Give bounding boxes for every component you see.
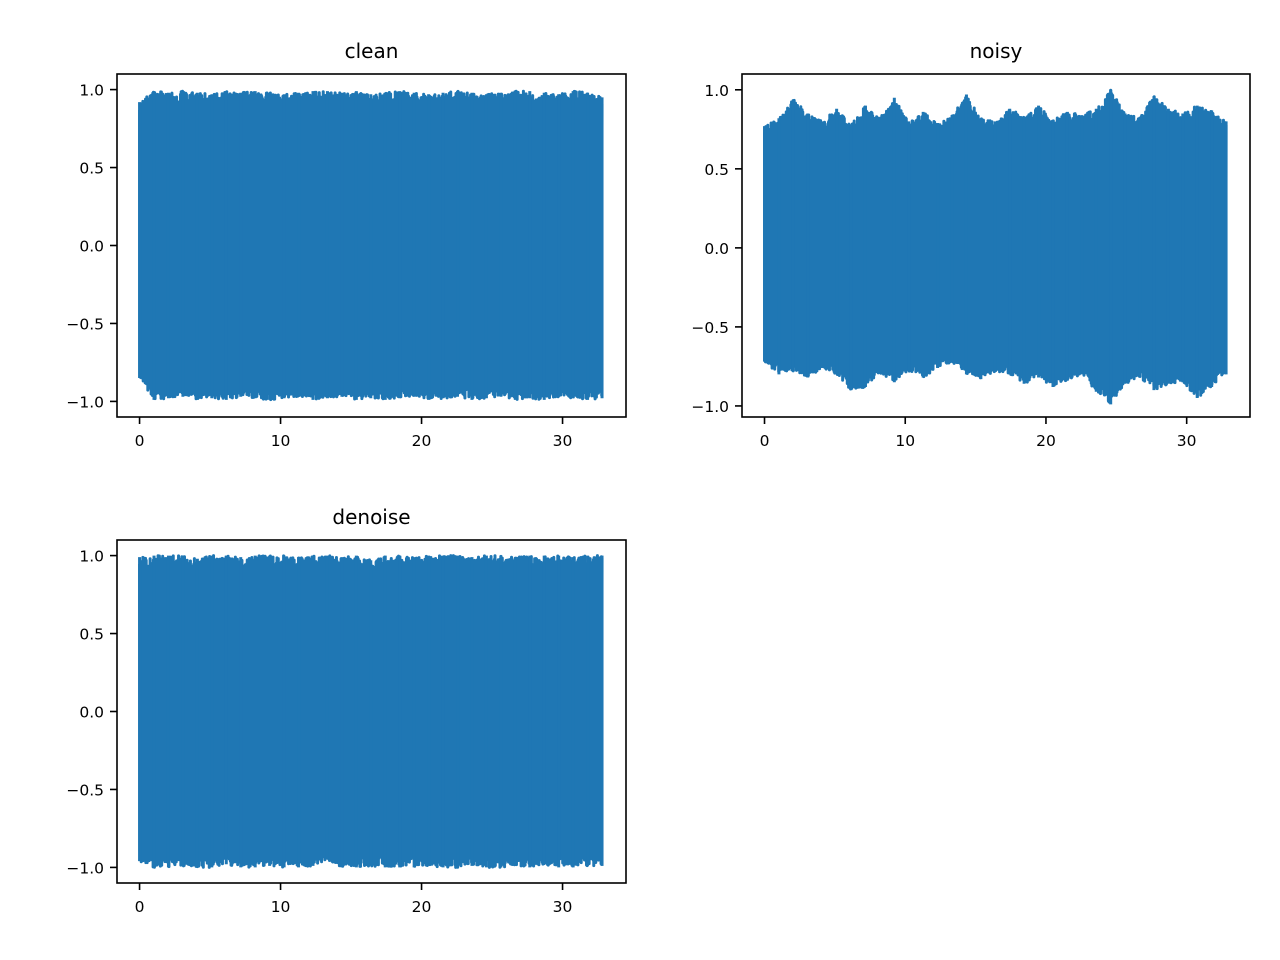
y-tick-label: 1.0 bbox=[79, 82, 104, 100]
y-tick-label: −1.0 bbox=[691, 398, 729, 416]
x-tick-label: 0 bbox=[135, 898, 145, 916]
subplots: clean 0 10 20 30 −1.0 −0.5 0.0 0.5 1.0 noisy 0 10 20 3… bbox=[66, 39, 1251, 916]
y-tick-label: −1.0 bbox=[66, 393, 104, 411]
subplot-clean: clean 0 10 20 30 −1.0 −0.5 0.0 0.5 1.0 bbox=[66, 39, 627, 450]
subplot-title: clean bbox=[345, 39, 399, 63]
x-tick-label: 10 bbox=[271, 432, 291, 450]
y-tick-label: 1.0 bbox=[704, 82, 729, 100]
x-tick-label: 0 bbox=[760, 432, 770, 450]
x-tick-label: 10 bbox=[895, 432, 915, 450]
y-tick-label: 0.5 bbox=[79, 160, 104, 178]
x-tick-label: 20 bbox=[412, 432, 432, 450]
y-tick-label: −0.5 bbox=[66, 781, 104, 799]
y-tick-label: −1.0 bbox=[66, 859, 104, 877]
x-tick-label: 30 bbox=[553, 432, 573, 450]
x-tick-label: 0 bbox=[135, 432, 145, 450]
subplot-denoise: denoise 0 10 20 30 −1.0 −0.5 0.0 0.5 1.0 bbox=[66, 505, 627, 916]
x-tick-label: 30 bbox=[1177, 432, 1197, 450]
x-tick-label: 10 bbox=[271, 898, 291, 916]
y-tick-label: −0.5 bbox=[691, 319, 729, 337]
y-tick-label: 0.0 bbox=[79, 704, 104, 722]
y-tick-label: 0.0 bbox=[79, 238, 104, 256]
y-tick-label: −0.5 bbox=[66, 315, 104, 333]
y-tick-label: 0.5 bbox=[704, 161, 729, 179]
y-tick-label: 0.5 bbox=[79, 626, 104, 644]
subplot-noisy: noisy 0 10 20 30 −1.0 −0.5 0.0 0.5 1.0 bbox=[691, 39, 1251, 450]
x-tick-label: 20 bbox=[1036, 432, 1056, 450]
subplot-title: noisy bbox=[970, 39, 1023, 63]
axes-frame bbox=[741, 73, 1251, 418]
y-tick-label: 0.0 bbox=[704, 240, 729, 258]
subplot-title: denoise bbox=[332, 505, 410, 529]
y-tick-label: 1.0 bbox=[79, 548, 104, 566]
x-tick-label: 30 bbox=[553, 898, 573, 916]
x-tick-label: 20 bbox=[412, 898, 432, 916]
